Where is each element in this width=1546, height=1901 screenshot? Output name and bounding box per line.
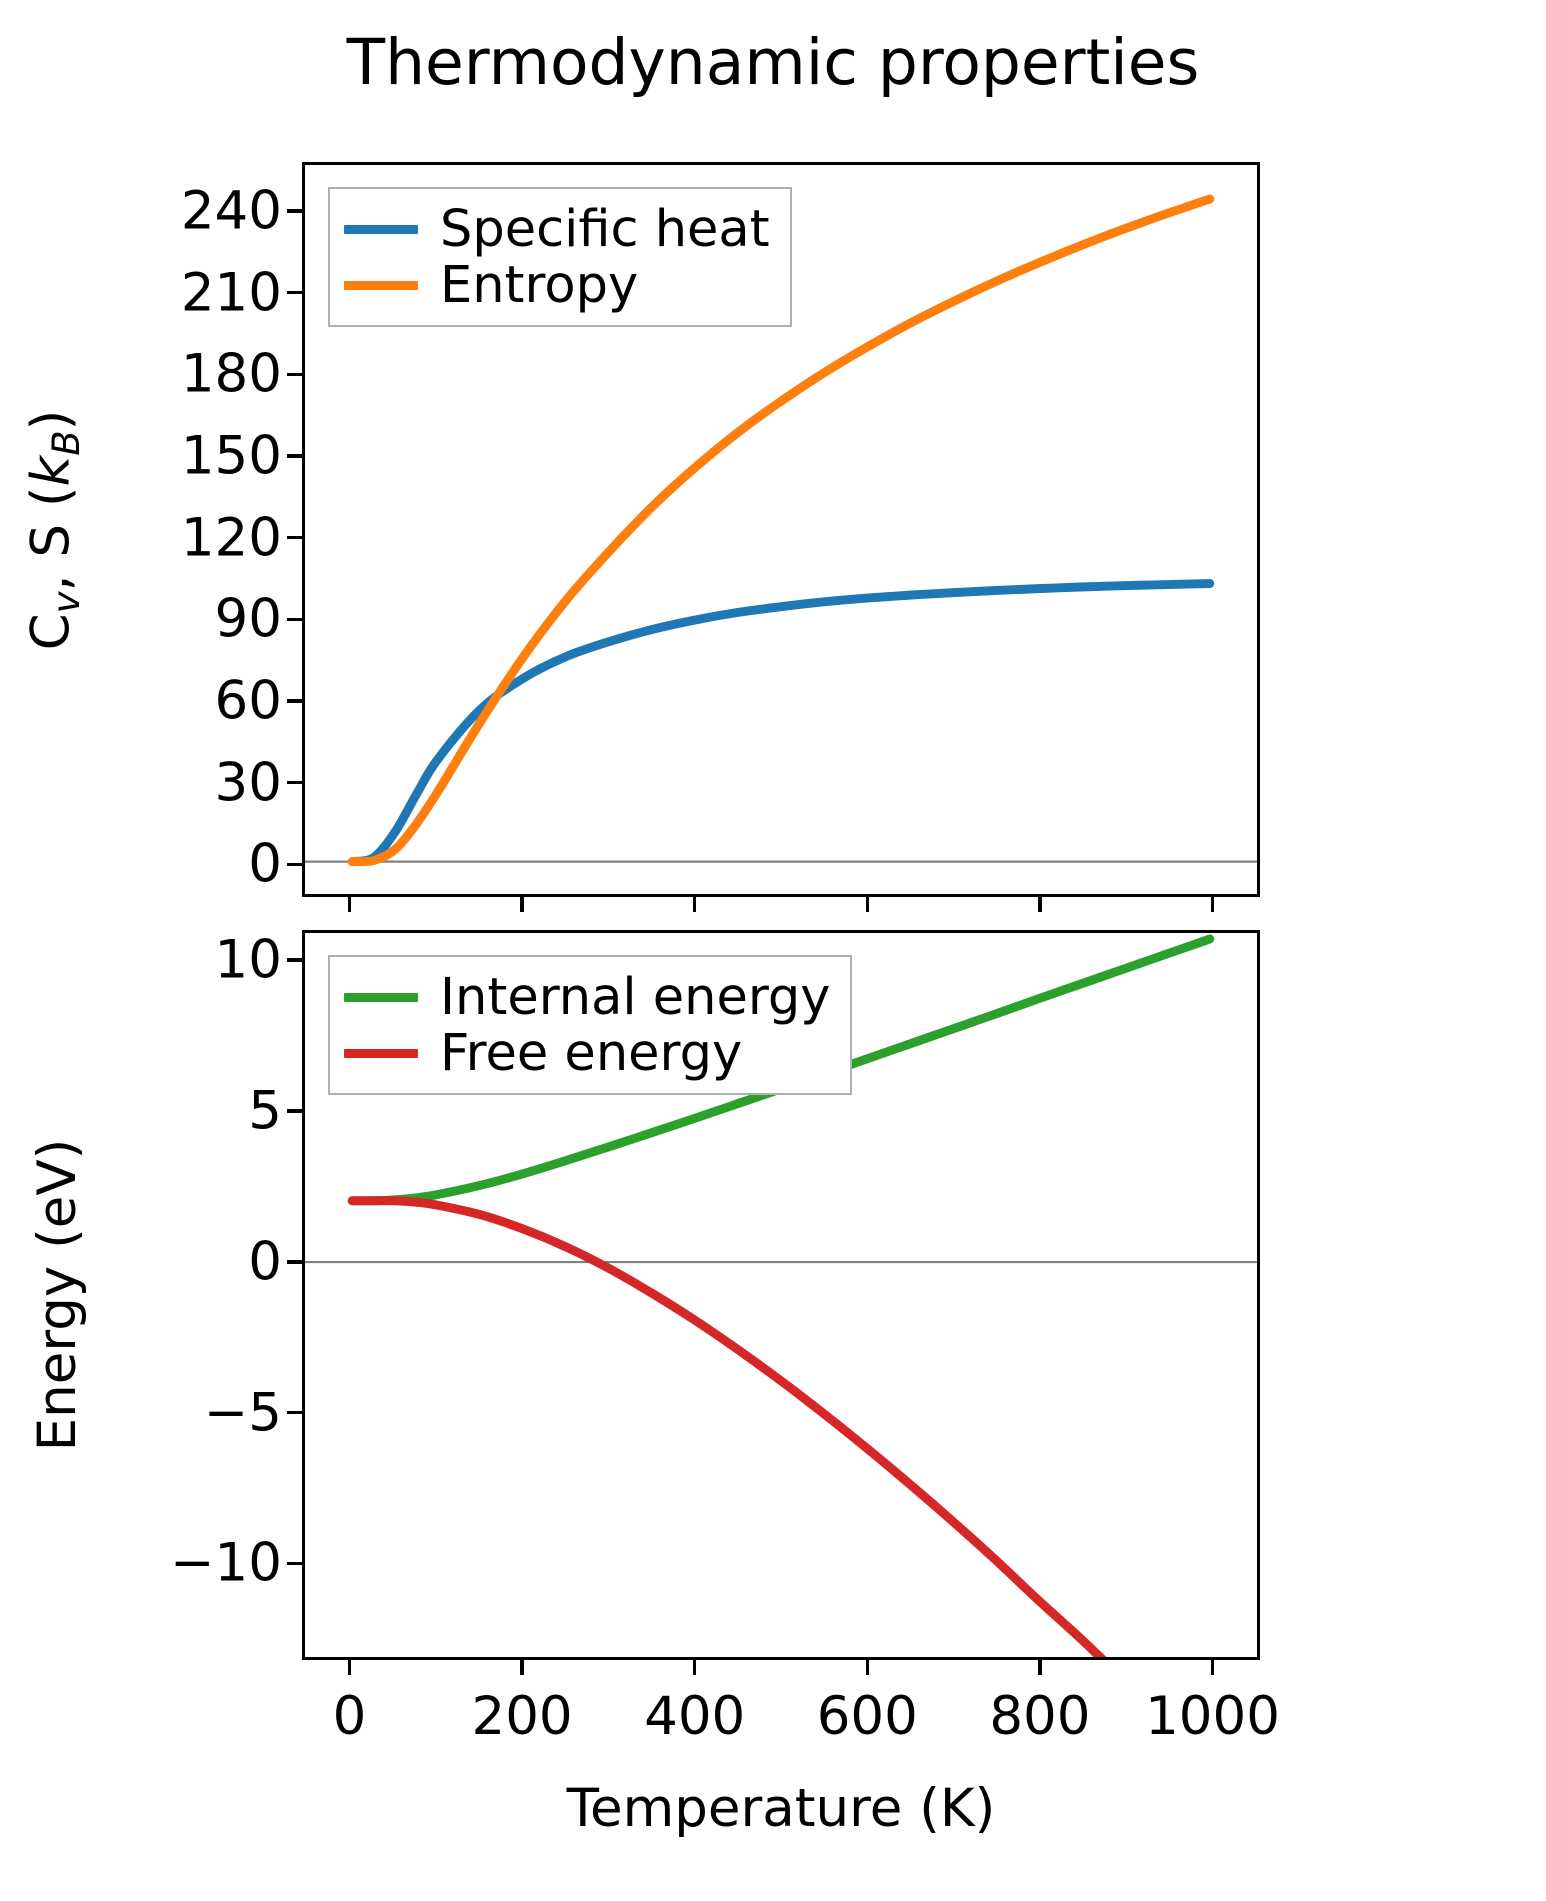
y-tick-label: 150	[180, 425, 282, 487]
series-line-free-energy	[347, 1196, 1107, 1657]
y-tick-mark	[287, 1109, 302, 1113]
legend-swatch-entropy	[344, 280, 418, 290]
legend-item-specific-heat[interactable]: Specific heat	[344, 201, 770, 257]
legend-label-internal-energy: Internal energy	[440, 967, 831, 1027]
y-tick-mark	[287, 699, 302, 703]
legend-item-internal-energy[interactable]: Internal energy	[344, 969, 830, 1025]
y-tick-mark	[287, 958, 302, 962]
top-y-axis-label: Cv, S (kB)	[21, 409, 88, 650]
y-tick-label: −10	[170, 1532, 282, 1594]
legend-swatch-specific-heat	[344, 224, 418, 234]
y-tick-label: 5	[248, 1080, 282, 1142]
x-tick-mark	[347, 1660, 352, 1675]
x-tick-mark	[1038, 1660, 1042, 1675]
top-ylabel-kb: kB	[20, 429, 88, 486]
x-axis-label: Temperature (K)	[566, 1778, 996, 1839]
y-tick-label: 60	[214, 670, 282, 732]
y-tick-mark	[287, 535, 302, 540]
top-ylabel-close: )	[20, 409, 82, 430]
y-tick-mark	[287, 372, 302, 377]
bottom-y-axis-label: Energy (eV)	[27, 1138, 88, 1452]
x-tick-label: 200	[471, 1686, 573, 1747]
x-tick-mark	[1210, 1660, 1215, 1675]
y-tick-label: 0	[248, 1231, 282, 1293]
x-tick-mark	[347, 897, 352, 912]
x-tick-label: 0	[332, 1686, 367, 1747]
x-tick-label: 1000	[1145, 1686, 1280, 1747]
legend-label-specific-heat: Specific heat	[440, 199, 770, 259]
y-tick-mark	[287, 617, 302, 622]
legend-item-entropy[interactable]: Entropy	[344, 257, 770, 313]
series-line-internal-energy	[347, 934, 1215, 1206]
y-tick-mark	[287, 290, 302, 295]
x-tick-label: 600	[816, 1686, 918, 1747]
legend-swatch-internal-energy	[344, 992, 418, 1002]
x-tick-label: 800	[989, 1686, 1091, 1747]
x-tick-mark	[865, 1660, 870, 1675]
x-tick-mark	[865, 897, 870, 912]
y-tick-label: 30	[214, 752, 282, 814]
bottom-legend: Internal energy Free energy	[328, 955, 853, 1095]
y-tick-label: −5	[203, 1382, 282, 1444]
legend-label-entropy: Entropy	[440, 255, 639, 315]
y-tick-label: 180	[180, 343, 282, 405]
x-tick-mark	[692, 1660, 697, 1675]
x-tick-label: 400	[644, 1686, 746, 1747]
page-title: Thermodynamic properties	[346, 26, 1200, 99]
top-ylabel-cv: Cv	[20, 590, 88, 650]
y-tick-label: 10	[214, 929, 282, 991]
bottom-plot-area	[305, 934, 1257, 1657]
x-tick-mark	[1038, 897, 1042, 912]
top-legend: Specific heat Entropy	[328, 187, 792, 327]
y-tick-mark	[287, 862, 302, 867]
y-tick-label: 210	[180, 262, 282, 324]
y-tick-mark	[287, 1410, 302, 1415]
top-ylabel-mid: , S (	[20, 485, 82, 591]
y-tick-label: 240	[180, 180, 282, 242]
series-line-entropy	[347, 194, 1215, 867]
y-tick-label: 120	[180, 507, 282, 569]
y-tick-mark	[287, 209, 302, 213]
y-tick-label: 90	[214, 588, 282, 650]
series-line-specific-heat	[347, 579, 1215, 867]
legend-swatch-free-energy	[344, 1048, 418, 1058]
top-plot-area	[305, 194, 1257, 867]
x-tick-mark	[520, 897, 524, 912]
x-tick-mark	[1210, 897, 1215, 912]
x-tick-mark	[520, 1660, 524, 1675]
y-tick-mark	[287, 780, 302, 785]
y-tick-mark	[287, 1260, 302, 1264]
y-tick-label: 0	[248, 833, 282, 895]
y-tick-mark	[287, 1561, 302, 1566]
x-tick-mark	[692, 897, 697, 912]
y-tick-mark	[287, 454, 302, 458]
legend-label-free-energy: Free energy	[440, 1023, 743, 1083]
legend-item-free-energy[interactable]: Free energy	[344, 1025, 830, 1081]
